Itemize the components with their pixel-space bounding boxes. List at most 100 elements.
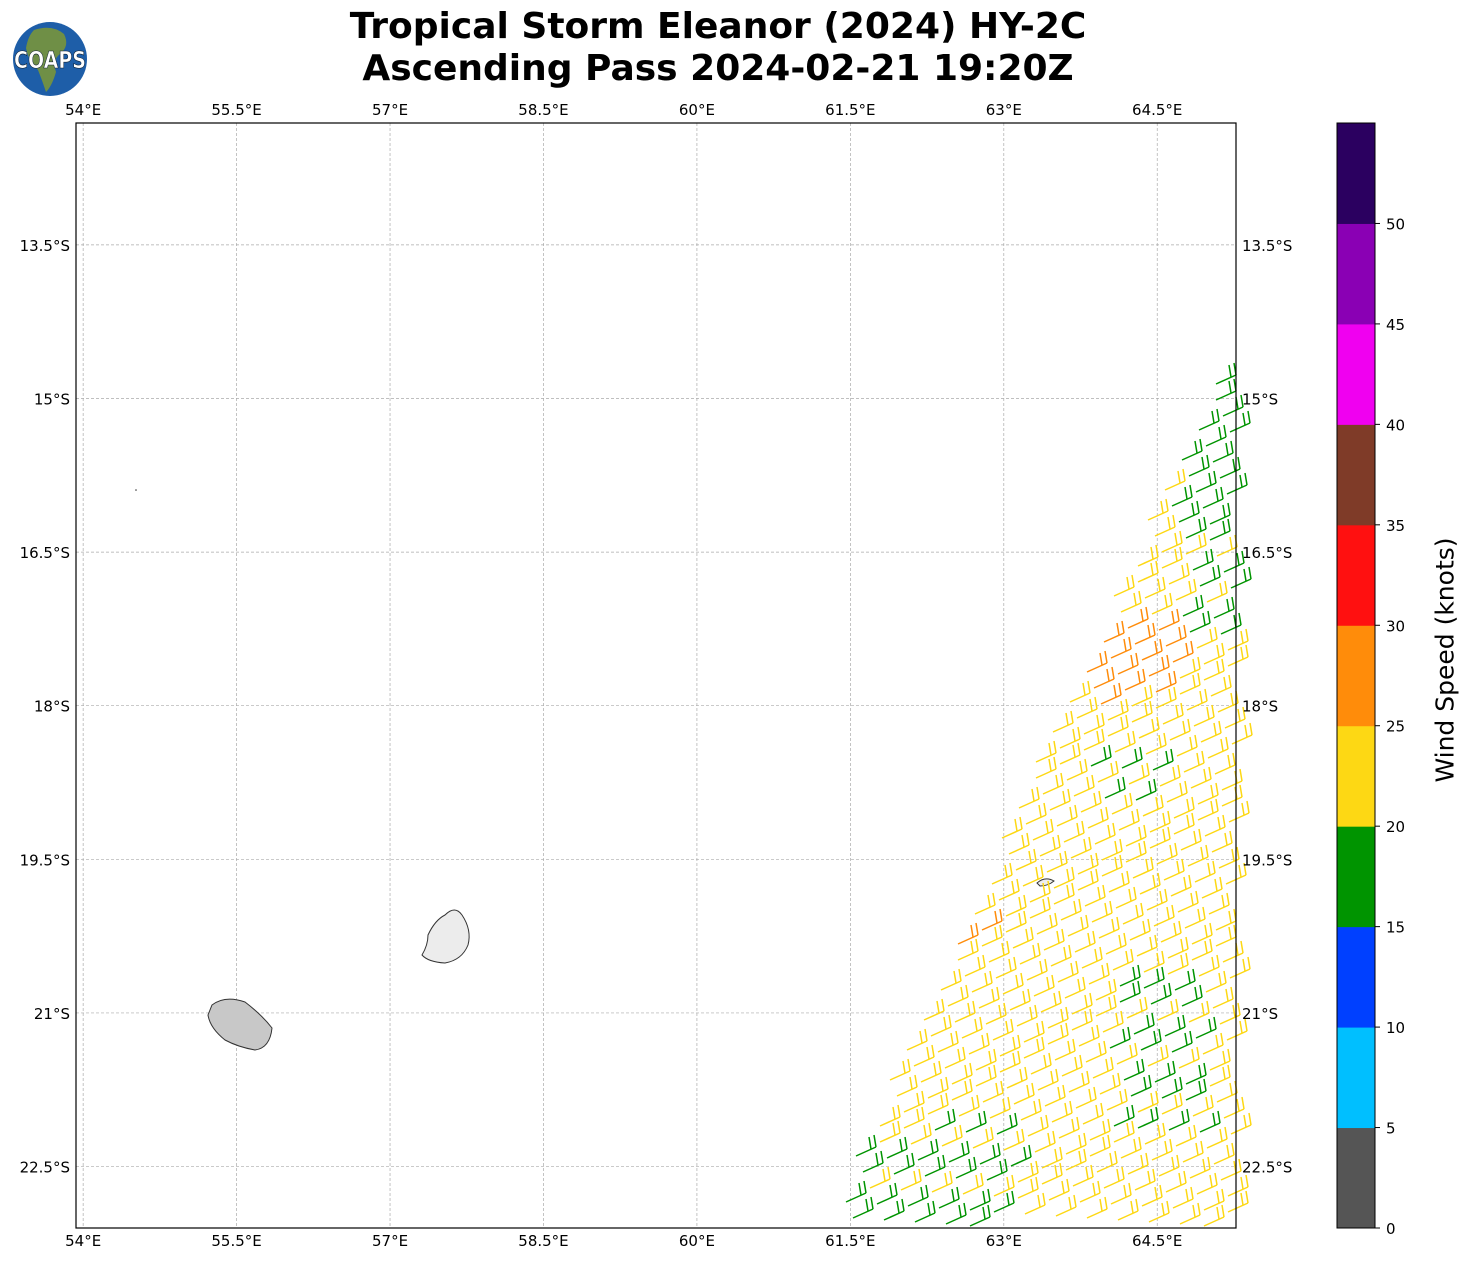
barb-flag [1214, 626, 1218, 640]
colorbar-tick-label: 20 [1386, 818, 1405, 836]
barb-flag [1179, 546, 1183, 560]
barb-flag [1106, 668, 1110, 682]
barb-flag [1011, 880, 1015, 894]
barb-flag [1189, 1030, 1193, 1044]
barb-flag [1121, 1166, 1125, 1180]
barb-shaft [1105, 944, 1127, 955]
barb-flag [1210, 1094, 1214, 1108]
barb-shaft [876, 1194, 898, 1205]
barb-flag [941, 998, 945, 1012]
wind-barb [999, 1034, 1021, 1057]
wind-barb [1006, 1066, 1028, 1089]
barb-flag [1210, 548, 1214, 562]
barb-flag [1192, 1204, 1196, 1218]
wind-barb [907, 1184, 929, 1207]
barb-shaft [1125, 852, 1147, 863]
barb-flag [997, 1142, 1001, 1156]
barb-flag [1072, 1038, 1076, 1052]
barb-flag [918, 1168, 922, 1182]
barb-flag [1188, 874, 1192, 888]
wind-barb [1198, 408, 1220, 431]
wind-barb [1103, 620, 1125, 643]
barb-flag [982, 954, 986, 968]
wind-barb [1144, 576, 1166, 599]
barb-shaft [855, 1146, 877, 1157]
barb-flag [1104, 902, 1108, 916]
barb-flag [1098, 790, 1102, 804]
barb-flag [1172, 1060, 1176, 1074]
wind-barb [1180, 828, 1202, 851]
barb-flag [1133, 886, 1137, 900]
barb-flag [1170, 1000, 1174, 1014]
barb-flag [1222, 504, 1226, 518]
wind-barb [1199, 564, 1221, 587]
barb-flag [1054, 912, 1058, 926]
barb-flag [1222, 1050, 1226, 1064]
barb-flag [1220, 738, 1224, 752]
barb-shaft [1137, 1118, 1159, 1129]
barb-flag [1067, 1040, 1071, 1054]
wind-barb [1046, 850, 1068, 873]
barb-shaft [1219, 468, 1241, 479]
barb-flag [1020, 972, 1024, 986]
barb-shaft [1184, 918, 1206, 929]
wind-barb [1199, 1110, 1221, 1133]
barb-flag [933, 1062, 937, 1076]
barb-flag [1168, 688, 1172, 702]
barb-flag [1057, 834, 1061, 848]
barb-flag [1218, 426, 1222, 440]
barb-shaft [1083, 740, 1105, 751]
barb-flag [1089, 698, 1093, 712]
wind-barb [1212, 440, 1234, 463]
barb-shaft [1210, 686, 1232, 697]
barb-flag [1052, 836, 1056, 850]
barb-flag [1116, 622, 1120, 636]
barb-flag [925, 1184, 929, 1198]
barb-flag [1107, 1134, 1111, 1148]
wind-barb [1092, 1056, 1114, 1079]
wind-barb [1227, 1190, 1249, 1213]
wind-barb [1002, 972, 1024, 995]
barb-shaft [1155, 698, 1177, 709]
barb-flag [1247, 956, 1251, 970]
barb-shaft [1092, 1068, 1114, 1079]
barb-shaft [1058, 1128, 1080, 1139]
barb-flag [1021, 834, 1025, 848]
barb-flag [1009, 1114, 1013, 1128]
barb-flag [1241, 1096, 1245, 1110]
lon-tick-label-top: 61.5°E [825, 101, 875, 119]
barb-flag [1100, 1102, 1104, 1116]
wind-barb [1171, 484, 1193, 507]
wind-barb [1127, 1152, 1149, 1175]
wind-barb [937, 1030, 959, 1053]
barb-flag [1155, 1106, 1159, 1120]
wind-barb [1022, 864, 1044, 887]
barb-shaft [991, 874, 1013, 885]
wind-barb [1052, 710, 1074, 733]
barb-shaft [1166, 792, 1188, 803]
barb-flag [961, 1142, 965, 1156]
barb-flag [1007, 1096, 1011, 1110]
barb-flag [1112, 822, 1116, 836]
barb-flag [1129, 1044, 1133, 1058]
barb-shaft [906, 1040, 928, 1051]
barb-flag [1023, 894, 1027, 908]
barb-shaft [1177, 902, 1199, 913]
wind-barb [1023, 1036, 1045, 1059]
lon-tick-label-top: 55.5°E [211, 101, 261, 119]
barb-shaft [940, 980, 962, 991]
barb-flag [1198, 534, 1202, 548]
wind-barb [1132, 856, 1154, 879]
barb-shaft [1138, 728, 1160, 739]
wind-barb [1064, 976, 1086, 999]
wind-barb [1131, 700, 1153, 723]
barb-flag [1172, 766, 1176, 780]
barb-flag [1245, 628, 1249, 642]
barb-flag [1058, 990, 1062, 1004]
barb-flag [1124, 794, 1128, 808]
barb-flag [1148, 1074, 1152, 1088]
barb-flag [1175, 704, 1179, 718]
barb-shaft [1146, 900, 1168, 911]
wind-barb [1171, 1030, 1193, 1053]
